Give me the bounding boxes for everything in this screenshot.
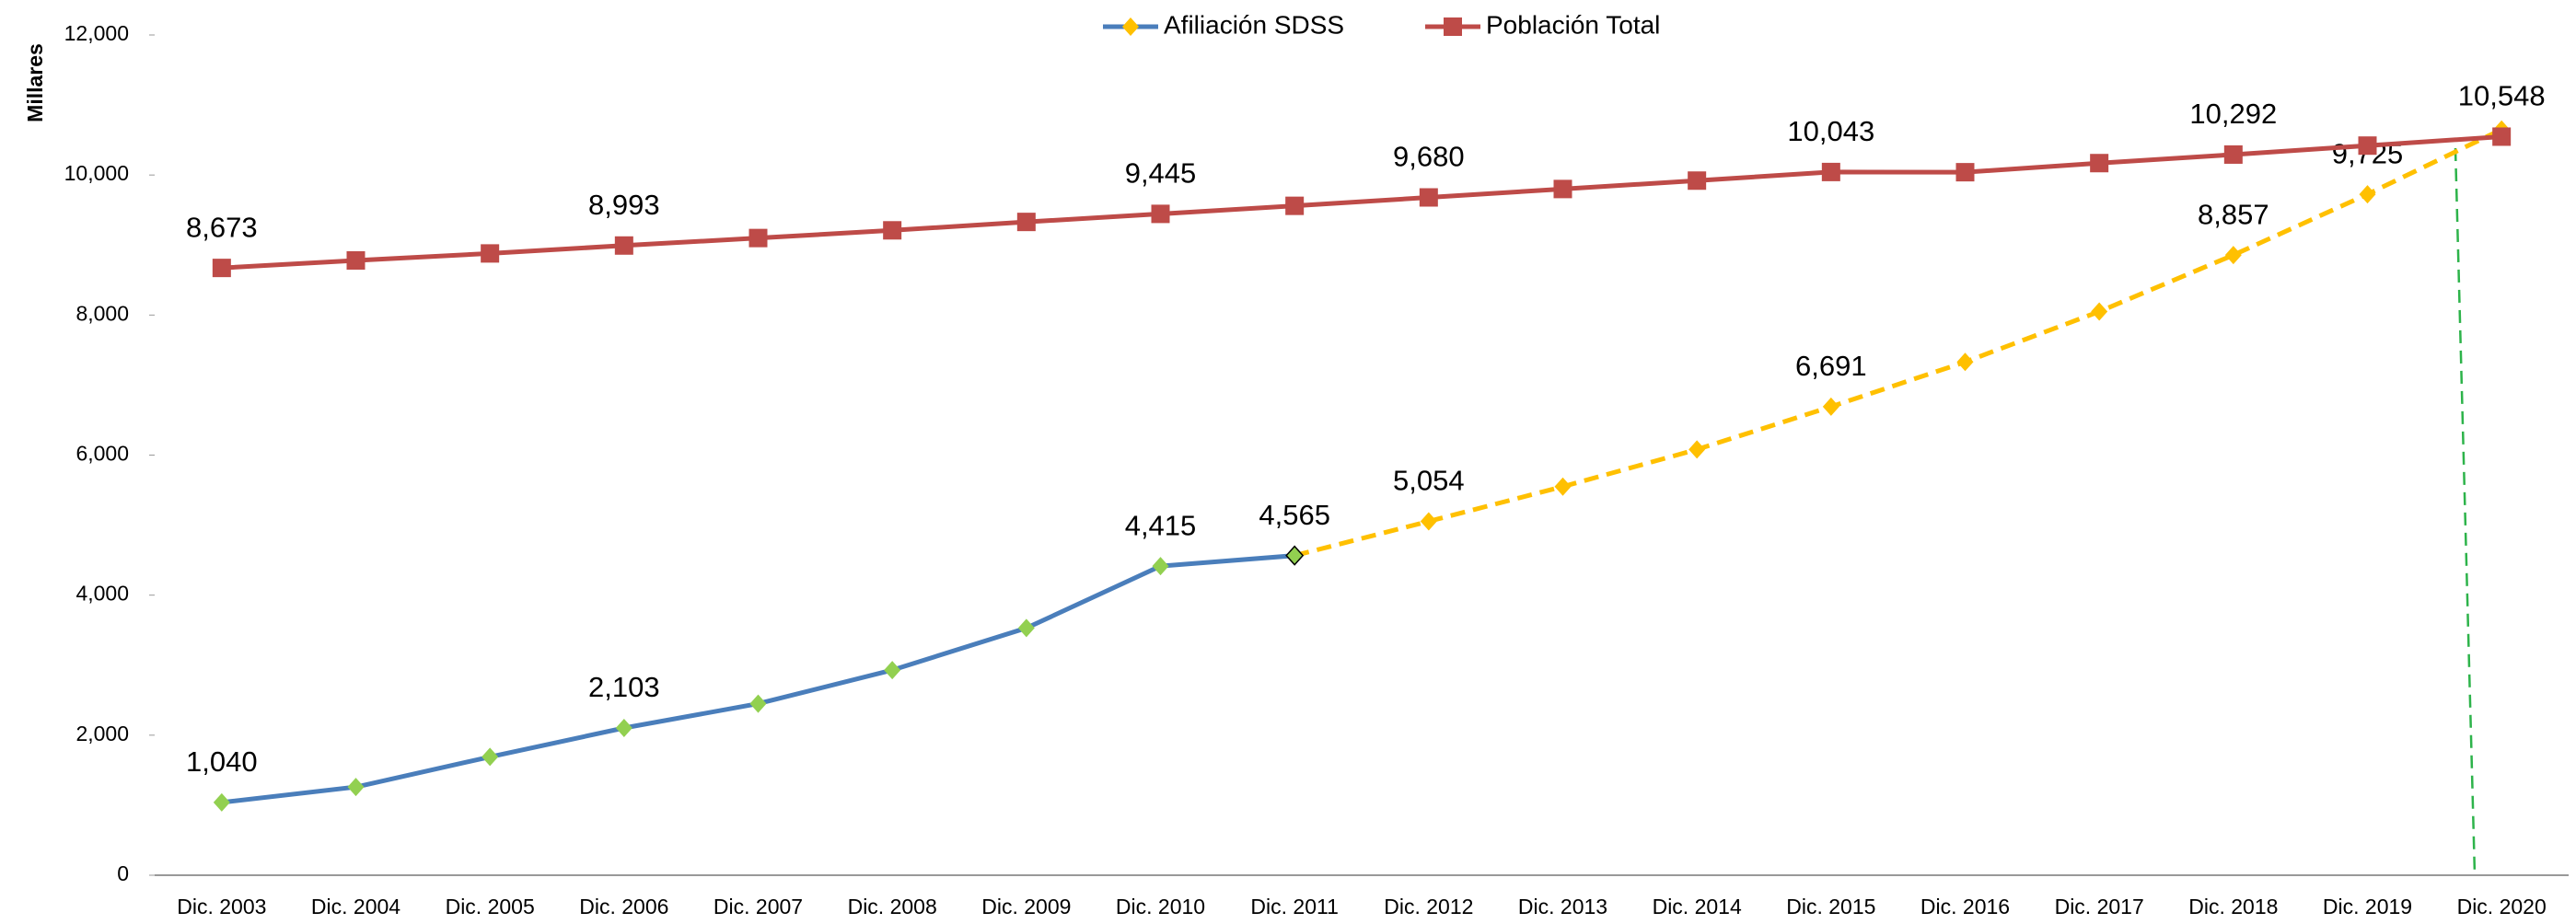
- marker: [2359, 185, 2376, 204]
- y-tick-label: 0: [117, 861, 129, 885]
- data-label: 9,680: [1393, 141, 1465, 173]
- x-tick-label: Dic. 2017: [2055, 895, 2144, 918]
- data-label: 10,043: [1787, 115, 1874, 147]
- marker: [347, 778, 365, 797]
- marker: [482, 747, 499, 767]
- marker: [2224, 246, 2242, 265]
- data-label: 8,857: [2198, 198, 2269, 230]
- marker: [2492, 127, 2512, 146]
- data-label: 5,054: [1393, 465, 1465, 497]
- marker: [1688, 440, 1706, 459]
- data-label: 4,415: [1125, 509, 1197, 541]
- marker: [614, 236, 633, 255]
- series-line: [221, 133, 2502, 271]
- marker: [2090, 154, 2109, 173]
- marker: [1553, 179, 1572, 199]
- data-label: 8,993: [588, 189, 660, 221]
- marker: [2223, 144, 2243, 164]
- data-label: 2,103: [588, 671, 660, 703]
- data-label: 6,691: [1795, 350, 1867, 382]
- marker: [481, 244, 500, 263]
- series-line: [1294, 127, 2503, 559]
- x-tick-label: Dic. 2003: [177, 895, 266, 918]
- data-label: 9,445: [1125, 157, 1197, 190]
- y-tick-label: 2,000: [75, 722, 129, 745]
- marker: [212, 259, 231, 278]
- legend-label: Afiliación SDSS: [1164, 10, 1344, 39]
- marker: [1016, 213, 1036, 232]
- data-label: 4,565: [1259, 499, 1330, 531]
- marker: [213, 792, 230, 812]
- x-tick-label: Dic. 2011: [1250, 895, 1338, 918]
- marker: [1151, 204, 1170, 224]
- marker: [2358, 136, 2377, 156]
- marker: [1017, 618, 1035, 638]
- y-tick-label: 12,000: [64, 21, 129, 45]
- legend-label: Población Total: [1486, 10, 1660, 39]
- x-tick-label: Dic. 2016: [1920, 895, 2010, 918]
- y-axis-label: Millares: [23, 43, 47, 122]
- data-label: 10,548: [2458, 80, 2546, 112]
- marker: [1152, 557, 1169, 576]
- data-label: 10,292: [2189, 98, 2277, 130]
- x-tick-label: Dic. 2005: [446, 895, 535, 918]
- marker: [1956, 352, 1974, 372]
- x-tick-label: Dic. 2006: [579, 895, 668, 918]
- x-tick-label: Dic. 2014: [1653, 895, 1742, 918]
- marker: [1822, 397, 1839, 416]
- x-tick-label: Dic. 2020: [2457, 895, 2547, 918]
- data-label: 1,040: [186, 745, 258, 778]
- x-tick-label: Dic. 2007: [714, 895, 803, 918]
- y-tick-label: 8,000: [75, 301, 129, 325]
- marker: [883, 221, 902, 240]
- marker: [1285, 196, 1305, 215]
- y-tick-label: 6,000: [75, 442, 129, 466]
- marker: [884, 661, 901, 680]
- y-tick-label: 10,000: [64, 161, 129, 185]
- x-tick-label: Dic. 2015: [1786, 895, 1875, 918]
- legend-marker: [1122, 17, 1139, 36]
- x-tick-label: Dic. 2010: [1116, 895, 1205, 918]
- marker: [1554, 477, 1572, 496]
- marker: [1419, 188, 1438, 207]
- x-tick-label: Dic. 2008: [848, 895, 937, 918]
- marker: [1821, 162, 1840, 181]
- y-tick-label: 4,000: [75, 582, 129, 606]
- marker: [1688, 171, 1707, 191]
- marker: [615, 718, 632, 737]
- x-tick-label: Dic. 2012: [1384, 895, 1473, 918]
- marker: [346, 250, 366, 270]
- marker: [2091, 302, 2108, 321]
- x-tick-label: Dic. 2009: [981, 895, 1071, 918]
- x-tick-label: Dic. 2004: [311, 895, 400, 918]
- legend-marker: [1444, 17, 1462, 36]
- x-tick-label: Dic. 2013: [1518, 895, 1607, 918]
- marker: [1285, 545, 1305, 566]
- x-tick-label: Dic. 2018: [2188, 895, 2278, 918]
- x-tick-label: Dic. 2019: [2323, 895, 2412, 918]
- marker: [749, 694, 767, 713]
- marker: [1955, 163, 1975, 182]
- data-label: 8,673: [186, 211, 258, 243]
- marker: [748, 228, 768, 248]
- marker: [1420, 512, 1437, 531]
